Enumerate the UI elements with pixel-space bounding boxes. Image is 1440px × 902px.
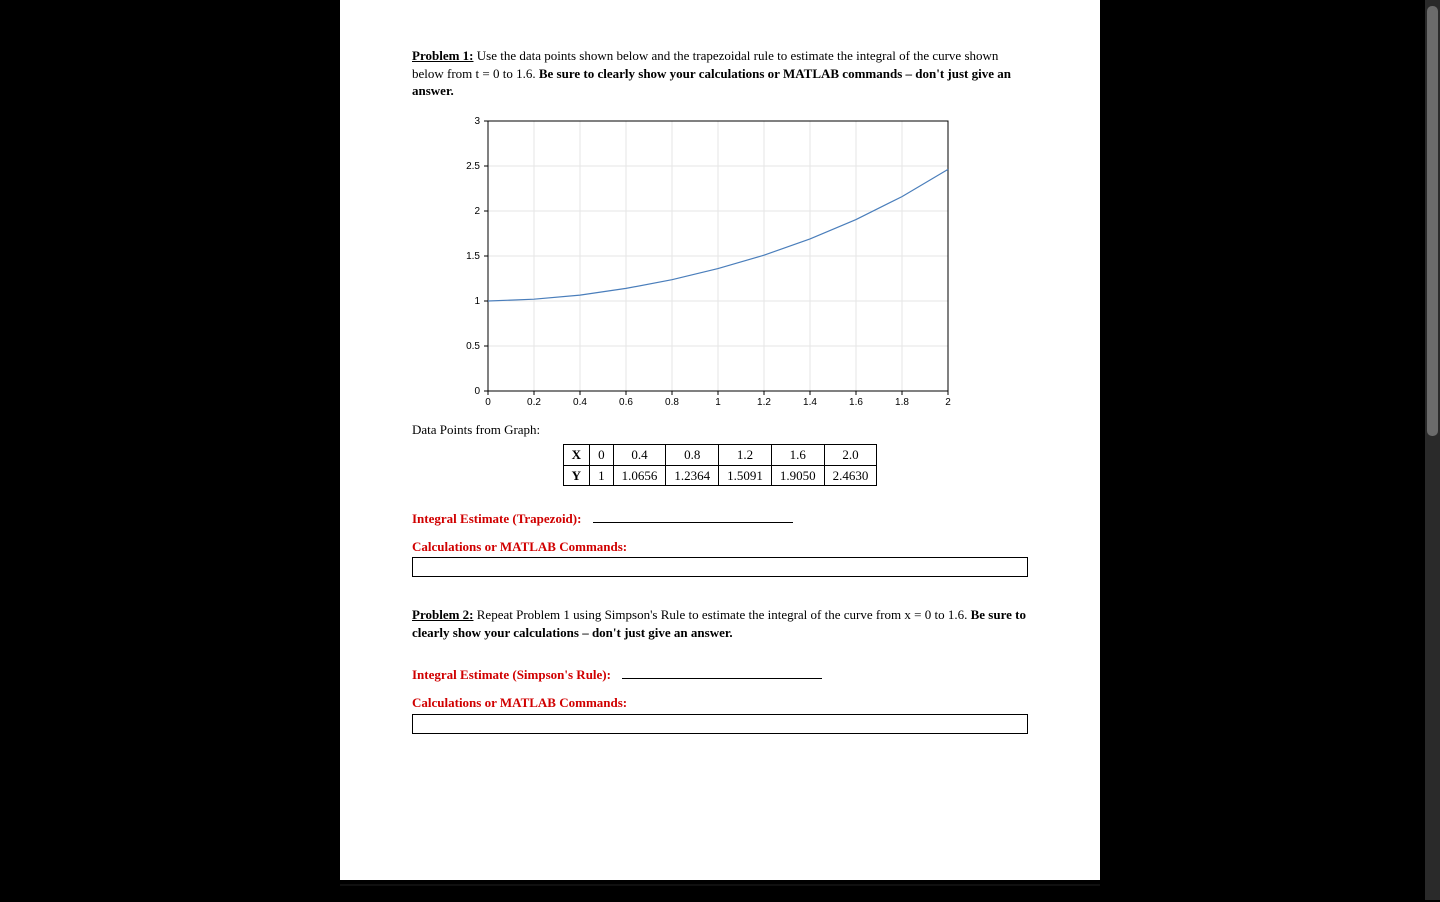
svg-text:1: 1: [715, 397, 721, 408]
svg-text:1.2: 1.2: [757, 397, 771, 408]
svg-text:1.6: 1.6: [849, 397, 863, 408]
scrollbar-track[interactable]: [1425, 0, 1440, 900]
svg-text:0: 0: [485, 397, 491, 408]
svg-text:0.4: 0.4: [573, 397, 587, 408]
svg-text:0.5: 0.5: [466, 341, 480, 352]
table-cell: 1.9050: [771, 465, 824, 486]
table-cell: 1.2364: [666, 465, 719, 486]
table-cell: 0.8: [666, 445, 719, 466]
line-chart: 0 0.2 0.4 0.6 0.8 1 1.2 1.4 1.6 1.8 2 0 0.5 1 1.5 2 2.5 3: [452, 113, 956, 413]
p1-calc-box[interactable]: [412, 557, 1028, 577]
table-cell: 1: [590, 465, 614, 486]
svg-text:0.8: 0.8: [665, 397, 679, 408]
svg-text:0.6: 0.6: [619, 397, 633, 408]
p2-integral-label: Integral Estimate (Simpson's Rule):: [412, 667, 611, 682]
table-cell: 0: [590, 445, 614, 466]
svg-text:0: 0: [474, 386, 480, 397]
p1-calc-label: Calculations or MATLAB Commands:: [412, 538, 1028, 556]
table-cell: 0.4: [613, 445, 666, 466]
p2-integral-row: Integral Estimate (Simpson's Rule):: [412, 664, 1028, 684]
problem1-heading: Problem 1:: [412, 48, 474, 63]
p1-integral-label: Integral Estimate (Trapezoid):: [412, 511, 581, 526]
p2-calc-label: Calculations or MATLAB Commands:: [412, 694, 1028, 712]
p2-calc-box[interactable]: [412, 714, 1028, 734]
svg-text:1.5: 1.5: [466, 251, 480, 262]
chart-container: 0 0.2 0.4 0.6 0.8 1 1.2 1.4 1.6 1.8 2 0 0.5 1 1.5 2 2.5 3: [452, 113, 1028, 413]
table-cell: 2.4630: [824, 465, 877, 486]
page-edge-shadow: [340, 884, 1100, 902]
table-cell: 1.6: [771, 445, 824, 466]
problem1-paragraph: Problem 1: Use the data points shown bel…: [412, 47, 1028, 100]
problem2-heading: Problem 2:: [412, 607, 474, 622]
data-points-caption: Data Points from Graph:: [412, 421, 1028, 439]
svg-text:2.5: 2.5: [466, 161, 480, 172]
document-page: Problem 1: Use the data points shown bel…: [340, 0, 1100, 880]
data-table: X00.40.81.21.62.0 Y11.06561.23641.50911.9…: [563, 444, 878, 486]
table-row-label: Y: [563, 465, 589, 486]
table-cell: 1.5091: [719, 465, 772, 486]
table-cell: 2.0: [824, 445, 877, 466]
problem2-paragraph: Problem 2: Repeat Problem 1 using Simpso…: [412, 606, 1028, 641]
svg-text:3: 3: [474, 116, 480, 127]
svg-text:1: 1: [474, 296, 480, 307]
svg-text:2: 2: [474, 206, 480, 217]
p1-integral-row: Integral Estimate (Trapezoid):: [412, 508, 1028, 528]
table-cell: 1.2: [719, 445, 772, 466]
p1-integral-field[interactable]: [593, 508, 793, 523]
svg-text:2: 2: [945, 397, 951, 408]
svg-text:1.8: 1.8: [895, 397, 909, 408]
problem2-body: Repeat Problem 1 using Simpson's Rule to…: [474, 607, 971, 622]
svg-text:0.2: 0.2: [527, 397, 541, 408]
svg-text:1.4: 1.4: [803, 397, 817, 408]
p2-integral-field[interactable]: [622, 664, 822, 679]
table-row-label: X: [563, 445, 589, 466]
table-cell: 1.0656: [613, 465, 666, 486]
scrollbar-thumb[interactable]: [1427, 6, 1438, 436]
